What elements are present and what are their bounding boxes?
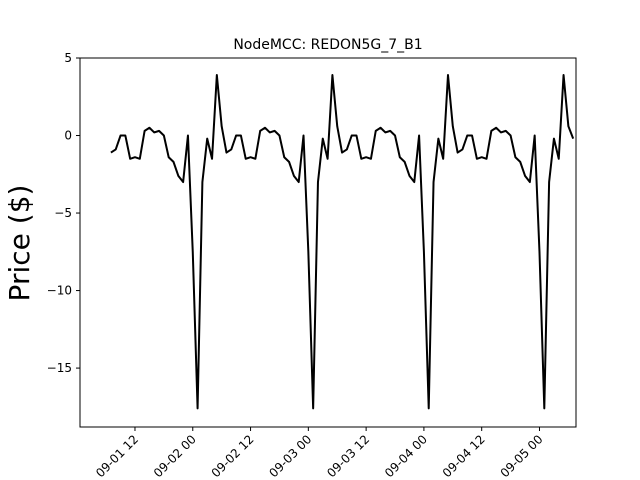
y-tick-label: −15 — [47, 361, 72, 375]
y-tick-label: 0 — [64, 129, 72, 143]
axes-frame — [79, 57, 577, 428]
chart-title: NodeMCC: REDON5G_7_B1 — [233, 37, 422, 53]
series-line-0 — [110, 74, 575, 410]
y-tick-label: −5 — [54, 206, 72, 220]
y-axis-label: Price ($) — [3, 185, 36, 302]
y-tick-label: −10 — [47, 284, 72, 298]
y-tick-label: 5 — [64, 51, 72, 65]
